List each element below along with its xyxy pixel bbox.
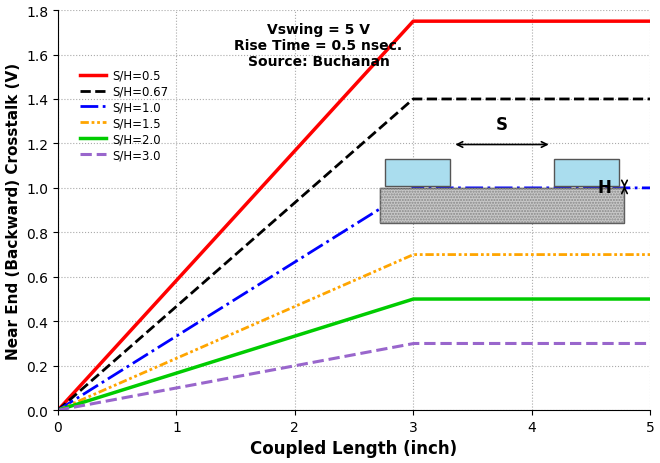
S/H=1.0 [629,186,637,191]
S/H=1.5 [646,252,654,258]
X-axis label: Coupled Length (inch): Coupled Length (inch) [250,439,457,457]
S/H=2.0 [342,318,350,323]
S/H=0.67 [629,97,637,102]
Line: S/H=0.67: S/H=0.67 [58,100,650,410]
S/H=0.67 [54,407,62,413]
S/H=0.67 [409,97,417,102]
S/H=3.0 [54,407,62,413]
Line: S/H=3.0: S/H=3.0 [58,344,650,410]
S/H=3.0 [326,357,334,362]
Line: S/H=1.0: S/H=1.0 [58,188,650,410]
S/H=1.0 [409,186,417,191]
S/H=1.0 [521,186,529,191]
S/H=0.67 [342,156,350,162]
S/H=1.0 [84,388,92,394]
S/H=1.0 [54,407,62,413]
S/H=3.0 [409,341,417,346]
S/H=2.0 [84,398,92,404]
S/H=0.67 [326,169,334,175]
S/H=1.5 [629,252,637,258]
S/H=0.5 [646,19,654,25]
S/H=0.5 [629,19,637,25]
S/H=3.0 [521,341,529,346]
S/H=2.0 [629,297,637,302]
S/H=0.5 [342,93,350,99]
S/H=1.5 [84,394,92,400]
S/H=3.0 [84,402,92,407]
S/H=1.5 [326,288,334,294]
S/H=1.0 [326,238,334,243]
S/H=3.0 [629,341,637,346]
S/H=1.0 [646,186,654,191]
S/H=1.0 [629,186,637,191]
S/H=1.0 [342,228,350,233]
S/H=0.67 [521,97,529,102]
Text: Vswing = 5 V
Rise Time = 0.5 nsec.
Source: Buchanan: Vswing = 5 V Rise Time = 0.5 nsec. Sourc… [234,23,403,69]
S/H=3.0 [629,341,637,346]
S/H=3.0 [646,341,654,346]
S/H=0.5 [409,19,417,25]
S/H=2.0 [629,297,637,302]
S/H=1.5 [521,252,529,258]
Legend: S/H=0.5, S/H=0.67, S/H=1.0, S/H=1.5, S/H=2.0, S/H=3.0: S/H=0.5, S/H=0.67, S/H=1.0, S/H=1.5, S/H… [76,65,173,167]
S/H=0.5 [326,110,334,116]
Line: S/H=1.5: S/H=1.5 [58,255,650,410]
S/H=2.0 [409,297,417,302]
Y-axis label: Near End (Backward) Crosstalk (V): Near End (Backward) Crosstalk (V) [5,63,20,359]
S/H=2.0 [521,297,529,302]
S/H=1.5 [629,252,637,258]
S/H=2.0 [646,297,654,302]
Line: S/H=0.5: S/H=0.5 [58,22,650,410]
Line: S/H=2.0: S/H=2.0 [58,300,650,410]
S/H=0.5 [521,19,529,25]
S/H=0.5 [54,407,62,413]
S/H=0.67 [629,97,637,102]
S/H=0.5 [629,19,637,25]
S/H=2.0 [326,323,334,328]
S/H=2.0 [54,407,62,413]
S/H=0.67 [646,97,654,102]
S/H=1.5 [409,252,417,258]
S/H=0.5 [84,375,92,380]
S/H=0.67 [84,381,92,387]
S/H=3.0 [342,354,350,359]
S/H=1.5 [342,282,350,287]
S/H=1.5 [54,407,62,413]
